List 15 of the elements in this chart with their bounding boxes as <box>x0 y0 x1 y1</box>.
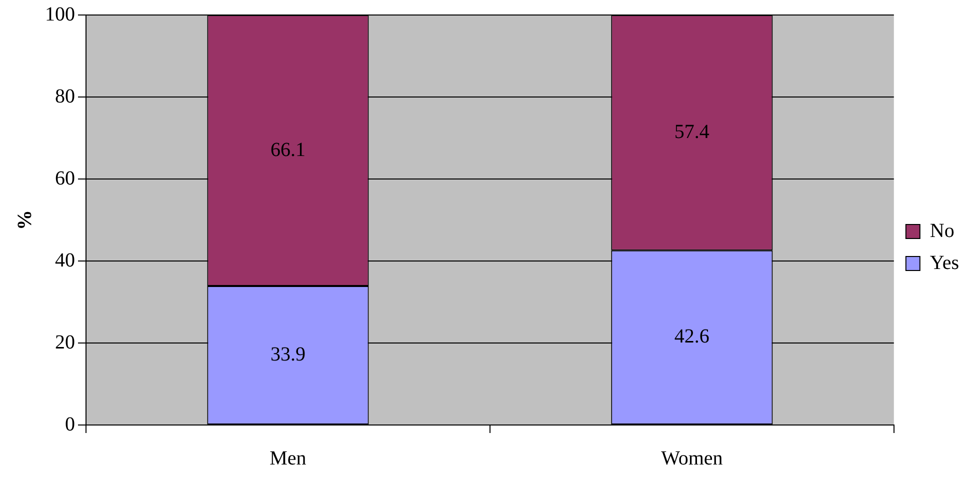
legend-label: Yes <box>930 252 960 274</box>
y-tick-label: 80 <box>55 85 75 108</box>
data-label: 57.4 <box>674 120 710 143</box>
y-axis-title: % <box>14 210 36 230</box>
y-tick-label: 40 <box>55 249 75 272</box>
y-tick-label: 0 <box>65 413 75 436</box>
data-label: 42.6 <box>674 326 710 348</box>
legend-label: No <box>930 220 954 242</box>
x-tick-label: Women <box>661 447 723 470</box>
data-label: 66.1 <box>270 138 306 161</box>
y-tick-label: 60 <box>55 167 75 190</box>
x-tick-label: Men <box>270 447 306 470</box>
y-tick-label: 100 <box>45 3 75 26</box>
y-tick-label: 20 <box>55 331 75 354</box>
data-label: 33.9 <box>270 344 306 366</box>
